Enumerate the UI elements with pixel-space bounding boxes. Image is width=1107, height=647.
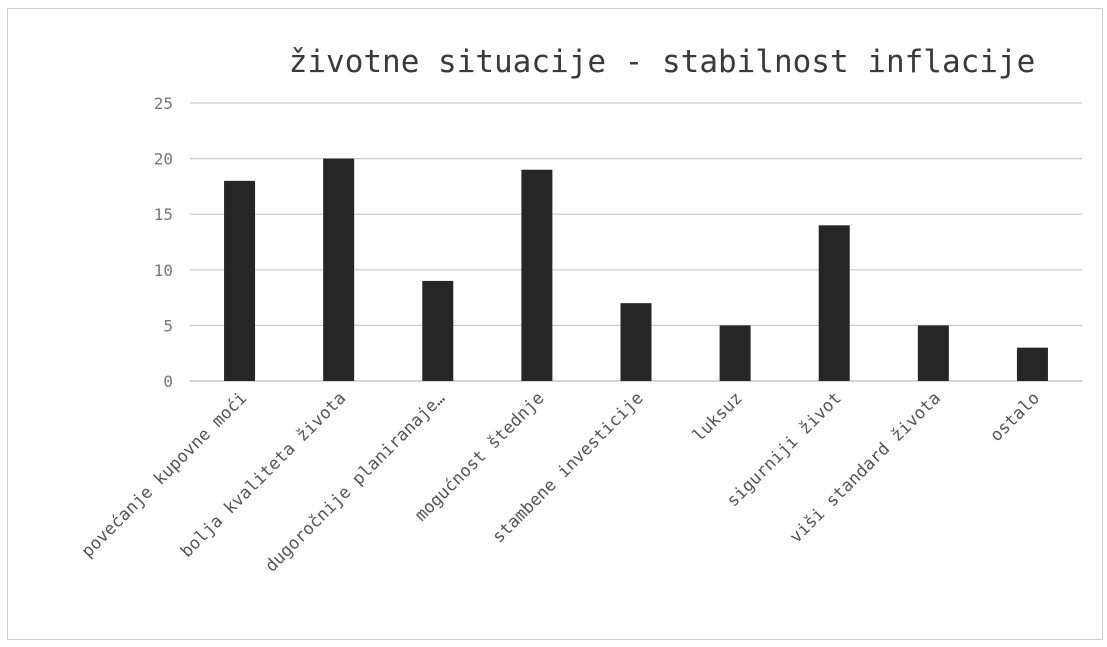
bar [917,325,949,381]
y-tick-label: 5 [163,316,173,335]
bar [224,180,256,381]
bar [323,158,355,381]
y-tick-label: 15 [154,205,173,224]
bar [818,225,850,381]
bars [224,158,1048,381]
bar [521,169,553,381]
bar [1016,347,1048,381]
bar [719,325,751,381]
chart-title: životne situacije - stabilnost inflacije [289,44,1036,80]
x-tick-label: dugoročnije planiranaje… [261,388,449,576]
y-tick-label: 20 [154,150,173,169]
bar [620,303,652,381]
y-axis-ticks: 0 5 10 15 20 25 [154,94,173,391]
bar [422,280,454,381]
x-tick-label: povećanje kupovne moći [78,388,251,561]
x-tick-label: bolja kvaliteta života [177,388,350,561]
y-tick-label: 25 [154,94,173,113]
x-tick-label: luksuz [689,388,747,446]
x-tick-label: ostalo [986,388,1044,446]
y-tick-label: 0 [163,372,173,391]
y-tick-label: 10 [154,261,173,280]
chart-frame [7,8,1103,640]
